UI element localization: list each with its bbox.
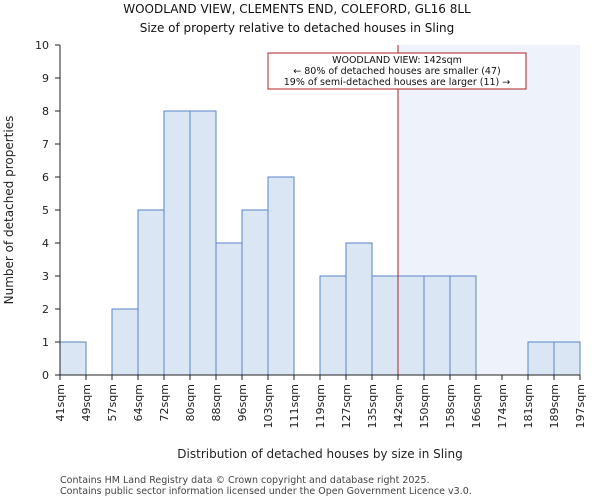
- x-tick-label: 181sqm: [522, 384, 535, 428]
- y-ticks-group: 0 1 2 3 4 5 6 7 8 9 10: [35, 39, 60, 382]
- y-tick-label: 7: [42, 138, 49, 151]
- y-tick-label: 9: [42, 72, 49, 85]
- histogram-bar: [345, 242, 373, 376]
- x-tick-label: 166sqm: [470, 384, 483, 428]
- y-tick-label: 2: [42, 303, 49, 316]
- histogram-bar: [553, 341, 581, 376]
- x-tick-label: 88sqm: [210, 384, 223, 421]
- y-tick-label: 0: [42, 369, 49, 382]
- chart-title: WOODLAND VIEW, CLEMENTS END, COLEFORD, G…: [123, 2, 471, 16]
- histogram-bar: [215, 242, 243, 376]
- y-tick-label: 8: [42, 105, 49, 118]
- x-tick-label: 135sqm: [366, 384, 379, 428]
- histogram-bar: [163, 110, 191, 376]
- x-tick-label: 80sqm: [184, 384, 197, 421]
- x-tick-label: 96sqm: [236, 384, 249, 421]
- y-tick-label: 4: [42, 237, 49, 250]
- annotation-title: WOODLAND VIEW: 142sqm: [332, 55, 462, 66]
- x-tick-label: 64sqm: [132, 384, 145, 421]
- x-tick-label: 174sqm: [496, 384, 509, 428]
- x-tick-label: 197sqm: [574, 384, 587, 428]
- x-ticks-group: 41sqm 49sqm 57sqm 64sqm 72sqm 80sqm 88sqm 96sqm…: [54, 375, 587, 428]
- y-tick-label: 1: [42, 336, 49, 349]
- histogram-bar: [371, 275, 399, 376]
- histogram-bar: [59, 341, 87, 376]
- x-tick-label: 127sqm: [340, 384, 353, 428]
- y-tick-label: 10: [35, 39, 49, 52]
- y-tick-label: 3: [42, 270, 49, 283]
- x-tick-label: 41sqm: [54, 384, 67, 421]
- x-tick-label: 49sqm: [80, 384, 93, 421]
- footer-licence: Contains public sector information licen…: [60, 486, 472, 497]
- annotation-box: WOODLAND VIEW: 142sqm ← 80% of detached …: [267, 52, 527, 90]
- histogram-bar: [137, 209, 165, 376]
- x-tick-label: 57sqm: [106, 384, 119, 421]
- histogram-bar: [449, 275, 477, 376]
- annotation-larger-text: 19% of semi-detached houses are larger (…: [284, 77, 511, 88]
- annotation-smaller-text: ← 80% of detached houses are smaller (47…: [293, 66, 500, 77]
- histogram-bar: [189, 110, 217, 376]
- chart-subtitle: Size of property relative to detached ho…: [140, 21, 455, 35]
- bars-group: [59, 110, 581, 376]
- x-tick-label: 72sqm: [158, 384, 171, 421]
- histogram-bar: [319, 275, 347, 376]
- histogram-bar: [527, 341, 555, 376]
- x-tick-label: 158sqm: [444, 384, 457, 428]
- histogram-bar: [397, 275, 425, 376]
- histogram-bar: [423, 275, 451, 376]
- histogram-bar: [267, 176, 295, 376]
- x-tick-label: 142sqm: [392, 384, 405, 428]
- x-tick-label: 150sqm: [418, 384, 431, 428]
- x-axis-label: Distribution of detached houses by size …: [177, 447, 462, 461]
- footer-copyright: Contains HM Land Registry data © Crown c…: [60, 475, 430, 486]
- x-tick-label: 189sqm: [548, 384, 561, 428]
- x-tick-label: 119sqm: [314, 384, 327, 428]
- x-tick-label: 103sqm: [262, 384, 275, 428]
- x-tick-label: 111sqm: [288, 384, 301, 428]
- y-tick-label: 6: [42, 171, 49, 184]
- y-tick-label: 5: [42, 204, 49, 217]
- annotation-frame: [267, 52, 527, 90]
- histogram-bar: [241, 209, 269, 376]
- y-axis-label: Number of detached properties: [2, 116, 16, 305]
- histogram-bar: [111, 308, 139, 376]
